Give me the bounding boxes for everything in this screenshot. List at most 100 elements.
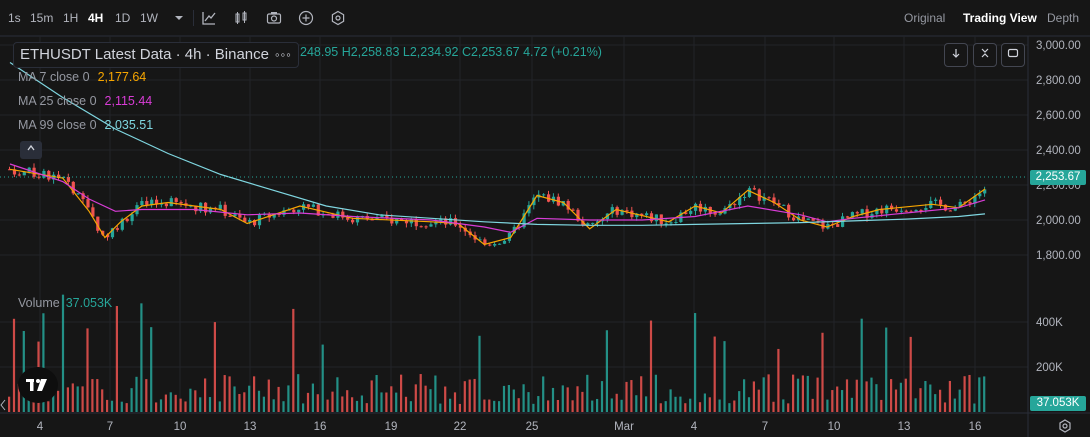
volume-bar — [836, 386, 839, 412]
candle-body — [978, 193, 982, 197]
window-button[interactable] — [1001, 43, 1025, 67]
volume-bar — [983, 376, 986, 412]
ma7-legend[interactable]: MA 7 close 0 2,177.64 — [18, 70, 146, 84]
volume-legend[interactable]: Volume 37.053K — [18, 296, 112, 310]
candle-body — [968, 202, 972, 204]
scroll-left-icon[interactable] — [0, 398, 6, 412]
volume-bar — [850, 397, 853, 412]
candle-body — [782, 204, 786, 206]
volume-bar — [635, 395, 638, 412]
volume-bar — [787, 403, 790, 412]
volume-bar — [517, 398, 520, 412]
chevron-up-icon — [27, 144, 35, 151]
view-original[interactable]: Original — [904, 11, 946, 25]
volume-bar — [115, 305, 118, 412]
volume-bar — [169, 392, 172, 412]
interval-15m[interactable]: 15m — [30, 11, 54, 25]
volume-bar — [321, 344, 324, 412]
volume-bar — [106, 399, 109, 412]
time-axis-label: 25 — [526, 421, 539, 433]
volume-bar — [512, 389, 515, 412]
price-axis-label: 1,800.00 — [1036, 250, 1081, 262]
candle-body — [640, 213, 644, 216]
volume-bar — [174, 394, 177, 412]
settings-hex-icon[interactable] — [329, 9, 347, 27]
chart-style-icon[interactable] — [232, 9, 250, 27]
interval-1d[interactable]: 1D — [115, 11, 131, 25]
volume-bar — [978, 377, 981, 412]
candle-body — [890, 205, 894, 210]
volume-bar — [953, 398, 956, 412]
volume-bar — [551, 387, 555, 412]
volume-bar — [772, 401, 775, 412]
candle-body — [792, 217, 796, 221]
volume-bar — [762, 377, 765, 412]
candle-body — [282, 210, 286, 215]
volume-bar — [620, 399, 623, 412]
symbol-legend[interactable]: ETHUSDT Latest Data · 4h · Binance ◦◦◦ — [13, 42, 299, 68]
volume-bar — [434, 375, 437, 412]
candle-body — [66, 176, 70, 182]
volume-bar — [801, 375, 804, 412]
time-axis-label: 22 — [454, 421, 467, 433]
candle-body — [145, 201, 149, 205]
collapse-legend-button[interactable] — [20, 141, 42, 159]
view-depth[interactable]: Depth — [1047, 11, 1080, 25]
indicators-icon[interactable] — [200, 9, 218, 27]
add-icon[interactable] — [297, 9, 315, 27]
moving-average-lines — [9, 62, 986, 246]
volume-bar — [370, 380, 373, 412]
volume-bar — [542, 376, 545, 412]
time-axis-label: 4 — [37, 421, 44, 433]
volume-bar — [713, 336, 716, 412]
view-trading-view[interactable]: Trading View — [963, 11, 1037, 25]
candle-body — [885, 205, 889, 214]
volume-bar — [845, 379, 849, 412]
interval-1w[interactable]: 1W — [140, 11, 158, 25]
volume-bar — [179, 398, 182, 412]
volume-bar — [649, 320, 653, 412]
candle-body — [150, 199, 154, 205]
interval-1h[interactable]: 1H — [63, 11, 79, 25]
volume-bar — [189, 388, 192, 412]
chart-settings-icon[interactable] — [1057, 418, 1073, 434]
scroll-down-button[interactable] — [944, 43, 968, 67]
candle-body — [576, 209, 580, 221]
volume-bar — [566, 387, 569, 412]
volume-bar — [248, 385, 251, 412]
volume-bar — [331, 391, 334, 412]
volume-bar — [468, 379, 471, 412]
candle-body — [542, 194, 546, 196]
volume-bar — [135, 376, 138, 412]
ma99-legend[interactable]: MA 99 close 0 2,035.51 — [18, 118, 153, 132]
candle-body — [860, 209, 864, 214]
volume-bar — [507, 385, 510, 412]
volume-bar — [400, 374, 403, 412]
ma25-legend[interactable]: MA 25 close 0 2,115.44 — [18, 94, 152, 108]
candle-body — [747, 188, 752, 197]
time-axis-label: 16 — [314, 421, 327, 433]
more-icon[interactable]: ◦◦◦ — [275, 47, 292, 62]
volume-bar — [968, 374, 971, 412]
volume-bar — [943, 402, 947, 412]
volume-bar — [733, 400, 736, 412]
chevron-down-icon[interactable] — [170, 9, 188, 27]
candle-body — [586, 223, 590, 226]
volume-bar — [630, 380, 633, 412]
interval-1s[interactable]: 1s — [8, 11, 21, 25]
volume-bar — [194, 390, 197, 412]
interval-4h[interactable]: 4H — [88, 11, 104, 25]
volume-bar — [958, 389, 961, 412]
candle-body — [880, 208, 884, 214]
volume-bar — [963, 376, 966, 412]
candle-body — [625, 210, 629, 212]
camera-icon[interactable] — [265, 9, 283, 27]
volume-bar — [718, 399, 721, 412]
fullscreen-button[interactable] — [973, 43, 997, 67]
tradingview-logo[interactable] — [18, 367, 58, 403]
volume-bar — [576, 386, 579, 412]
candle-body — [963, 201, 967, 203]
ohlc-readout: 248.95 H2,258.83 L2,234.92 C2,253.67 4.7… — [300, 45, 602, 59]
volume-bar — [796, 378, 800, 412]
